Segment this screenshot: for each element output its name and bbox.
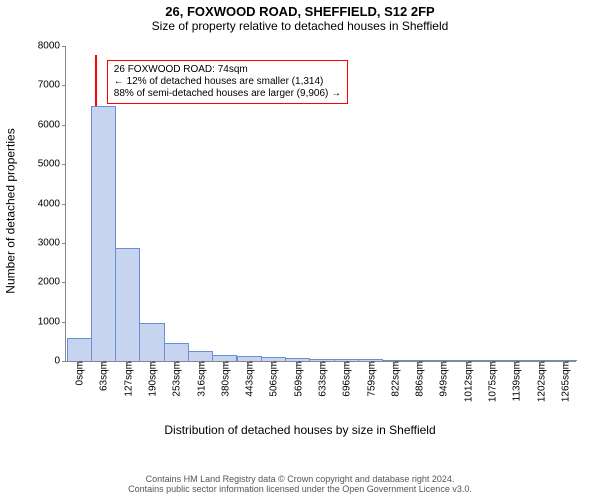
footer-line: Contains HM Land Registry data © Crown c…: [0, 474, 600, 484]
bar: [67, 338, 92, 361]
x-tick-label: 380sqm: [216, 361, 231, 397]
x-tick-label: 1139sqm: [508, 361, 523, 401]
info-box-line: ← 12% of detached houses are smaller (1,…: [114, 76, 341, 88]
bar: [139, 323, 164, 361]
bar: [115, 248, 140, 361]
info-box-line: 26 FOXWOOD ROAD: 74sqm: [114, 64, 341, 76]
chart-title: 26, FOXWOOD ROAD, SHEFFIELD, S12 2FP: [0, 0, 600, 19]
x-tick-label: 506sqm: [265, 361, 280, 397]
x-tick-label: 1265sqm: [556, 361, 571, 402]
x-tick-label: 822sqm: [386, 361, 401, 397]
x-tick-label: 63sqm: [95, 361, 110, 391]
x-axis-label: Distribution of detached houses by size …: [0, 423, 600, 437]
y-axis-label: Number of detached properties: [3, 53, 17, 368]
plot-area: 26 FOXWOOD ROAD: 74sqm← 12% of detached …: [65, 46, 576, 362]
x-tick-label: 443sqm: [241, 361, 256, 397]
bar: [188, 351, 213, 361]
x-tick-label: 633sqm: [314, 361, 329, 397]
footer-line: Contains public sector information licen…: [0, 484, 600, 494]
x-tick-label: 1075sqm: [484, 361, 499, 402]
x-tick-label: 190sqm: [144, 361, 159, 397]
footer-attribution: Contains HM Land Registry data © Crown c…: [0, 474, 600, 494]
x-tick-label: 127sqm: [119, 361, 134, 397]
x-tick-label: 886sqm: [411, 361, 426, 397]
x-tick-label: 759sqm: [362, 361, 377, 397]
info-box: 26 FOXWOOD ROAD: 74sqm← 12% of detached …: [107, 60, 348, 104]
chart-subtitle: Size of property relative to detached ho…: [0, 19, 600, 33]
x-tick-label: 1012sqm: [459, 361, 474, 402]
x-tick-label: 569sqm: [289, 361, 304, 397]
x-tick-label: 1202sqm: [532, 361, 547, 402]
chart-container: 26, FOXWOOD ROAD, SHEFFIELD, S12 2FP Siz…: [0, 0, 600, 500]
x-tick-label: 316sqm: [192, 361, 207, 397]
x-tick-label: 696sqm: [338, 361, 353, 397]
x-tick-label: 253sqm: [168, 361, 183, 397]
info-box-line: 88% of semi-detached houses are larger (…: [114, 88, 341, 100]
x-tick-label: 949sqm: [435, 361, 450, 397]
bar: [164, 343, 189, 361]
bar: [91, 106, 116, 361]
